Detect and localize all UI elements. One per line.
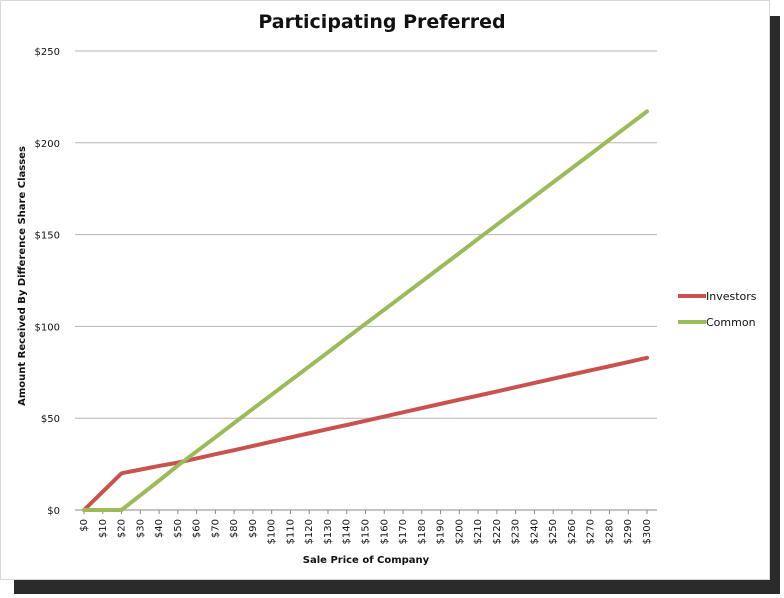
x-tick-label: $50: [173, 519, 184, 538]
x-tick-label: $40: [154, 519, 165, 538]
x-tick-label: $210: [473, 519, 484, 544]
y-tick-label: $50: [41, 414, 60, 425]
x-tick-label: $220: [492, 519, 503, 544]
y-tick-label: $100: [35, 322, 60, 333]
x-tick-label: $100: [267, 519, 278, 544]
legend: Investors Common: [678, 290, 757, 329]
x-tick-label: $190: [436, 519, 447, 544]
x-tick-label: $140: [342, 519, 353, 544]
series-lines: [82, 109, 649, 512]
x-tick-label: $180: [417, 519, 428, 544]
x-tick-label: $120: [304, 519, 315, 544]
y-axis-label: Amount Received By Difference Share Clas…: [17, 146, 28, 406]
x-tick-label: $30: [135, 519, 146, 538]
x-tick-label: $230: [511, 519, 522, 544]
chart-title: Participating Preferred: [258, 11, 505, 33]
y-tick-label: $250: [35, 47, 60, 58]
x-tick-label: $20: [117, 519, 128, 538]
x-tick-label: $10: [98, 519, 109, 538]
series-line-common: [82, 109, 649, 512]
x-tick-label: $130: [323, 519, 334, 544]
x-tick-label: $300: [642, 519, 653, 544]
x-tick-label: $260: [567, 519, 578, 544]
x-tick-label: $0: [79, 519, 90, 532]
chart-card: [0, 0, 770, 580]
x-axis-ticks: $0 $10 $20 $30 $40 $50 $60 $70 $80 $90 $100 $110 $12…: [79, 510, 653, 544]
y-axis-ticks: $0 $50 $100 $150 $200 $250: [35, 47, 60, 517]
x-tick-label: $200: [454, 519, 465, 544]
x-tick-label: $90: [248, 519, 259, 538]
series-line-investors: [82, 355, 649, 512]
x-tick-label: $70: [210, 519, 221, 538]
y-tick-label: $200: [35, 139, 60, 150]
x-tick-label: $160: [379, 519, 390, 544]
x-tick-label: $80: [229, 519, 240, 538]
y-tick-label: $150: [35, 231, 60, 242]
x-tick-label: $270: [586, 519, 597, 544]
x-tick-label: $110: [285, 519, 296, 544]
x-tick-label: $280: [604, 519, 615, 544]
x-tick-label: $240: [529, 519, 540, 544]
x-tick-label: $250: [548, 519, 559, 544]
x-tick-label: $170: [398, 519, 409, 544]
gridlines: [75, 50, 657, 419]
y-tick-label: $0: [47, 506, 60, 517]
legend-label-investors: Investors: [706, 290, 757, 303]
x-tick-label: $290: [623, 519, 634, 544]
x-tick-label: $60: [192, 519, 203, 538]
x-tick-label: $150: [361, 519, 372, 544]
legend-label-common: Common: [706, 316, 756, 329]
x-axis-label: Sale Price of Company: [303, 555, 430, 566]
